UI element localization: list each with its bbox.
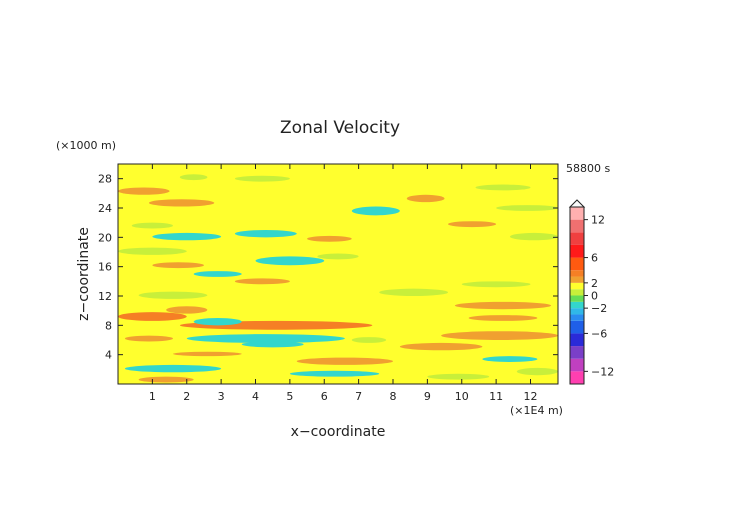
- x-tick-label: 10: [455, 390, 469, 403]
- velocity-feature: [118, 312, 187, 321]
- colorbar-segment: [570, 232, 584, 245]
- colorbar-segment: [570, 282, 584, 290]
- colorbar-tick-label: −6: [591, 327, 607, 340]
- x-tick-label: 3: [218, 390, 225, 403]
- time-label: 58800 s: [566, 162, 610, 175]
- velocity-feature: [516, 367, 558, 376]
- colorbar-segment: [570, 371, 584, 384]
- colorbar-segment: [570, 276, 584, 283]
- chart-title: Zonal Velocity: [280, 118, 400, 138]
- x-tick-label: 4: [252, 390, 259, 403]
- colorbar-segment: [570, 301, 584, 309]
- velocity-feature: [441, 331, 558, 340]
- colorbar-tick-label: 0: [591, 290, 598, 303]
- velocity-feature: [166, 306, 208, 314]
- colorbar-segment: [570, 219, 584, 233]
- colorbar: 12 6 20−2 −6 −12: [568, 199, 614, 385]
- colorbar-segment: [570, 346, 584, 359]
- x-tick-label: 9: [424, 390, 431, 403]
- velocity-feature: [509, 232, 558, 241]
- y-unit-label: (×1000 m): [56, 139, 116, 152]
- x-unit-label: (×1E4 m): [510, 404, 563, 417]
- velocity-feature: [317, 253, 359, 260]
- y-tick-label: 24: [98, 202, 112, 215]
- y-tick-label: 12: [98, 290, 112, 303]
- colorbar-segment: [570, 320, 584, 334]
- velocity-feature: [296, 357, 393, 365]
- velocity-feature: [468, 315, 538, 321]
- y-tick-label: 28: [98, 173, 112, 186]
- velocity-feature: [454, 301, 552, 310]
- x-tick-label: 7: [355, 390, 362, 403]
- colorbar-tick-label: 2: [591, 277, 598, 290]
- colorbar-segment: [570, 314, 584, 321]
- velocity-feature: [307, 235, 352, 242]
- x-tick-label: 12: [524, 390, 538, 403]
- x-tick-label: 11: [489, 390, 503, 403]
- x-tick-label: 1: [149, 390, 156, 403]
- colorbar-segment: [570, 295, 584, 302]
- velocity-feature: [351, 206, 400, 216]
- velocity-feature: [234, 175, 290, 182]
- velocity-feature: [124, 364, 222, 373]
- colorbar-segment: [570, 244, 584, 258]
- colorbar-segment: [570, 207, 584, 220]
- velocity-feature: [193, 271, 242, 277]
- velocity-feature: [118, 187, 170, 195]
- velocity-feature: [351, 337, 387, 343]
- velocity-feature: [131, 222, 173, 229]
- velocity-feature: [475, 184, 531, 191]
- velocity-feature: [448, 221, 497, 228]
- field-background: [118, 164, 558, 384]
- velocity-field: [118, 164, 558, 384]
- velocity-feature: [234, 230, 297, 238]
- colorbar-segment: [570, 270, 584, 277]
- plot-frame: [117, 163, 559, 385]
- x-tick-label: 5: [286, 390, 293, 403]
- colorbar-tick-label: 6: [591, 252, 598, 265]
- colorbar-tick-label: −2: [591, 302, 607, 315]
- velocity-feature: [138, 291, 208, 299]
- y-tick-label: 16: [98, 261, 112, 274]
- velocity-feature: [148, 199, 215, 207]
- velocity-feature: [152, 262, 204, 269]
- x-axis-label: x−coordinate: [291, 424, 386, 440]
- x-tick-label: 6: [321, 390, 328, 403]
- velocity-feature: [186, 334, 345, 343]
- colorbar-segment: [570, 358, 584, 372]
- velocity-feature: [234, 278, 290, 285]
- velocity-feature: [118, 247, 187, 255]
- x-tick-label: 8: [390, 390, 397, 403]
- y-tick-label: 20: [98, 231, 112, 244]
- velocity-feature: [496, 205, 558, 211]
- velocity-feature: [255, 256, 325, 266]
- velocity-feature: [179, 174, 208, 181]
- velocity-feature: [482, 356, 538, 363]
- velocity-feature: [152, 232, 222, 241]
- velocity-feature: [173, 351, 242, 357]
- velocity-feature: [193, 318, 242, 326]
- velocity-feature: [138, 376, 194, 383]
- velocity-feature: [427, 373, 490, 380]
- colorbar-segment: [570, 308, 584, 315]
- velocity-feature: [379, 288, 448, 297]
- velocity-feature: [289, 370, 380, 377]
- colorbar-extend-arrow: [568, 199, 586, 208]
- velocity-feature: [124, 335, 173, 342]
- x-tick-label: 2: [183, 390, 190, 403]
- y-tick-label: 8: [105, 319, 112, 332]
- colorbar-tick-label: 12: [591, 214, 605, 227]
- velocity-feature: [241, 341, 304, 348]
- colorbar-segment: [570, 289, 584, 296]
- colorbar-segment: [570, 333, 584, 347]
- velocity-feature: [406, 194, 445, 203]
- y-tick-label: 4: [105, 349, 112, 362]
- velocity-feature: [461, 281, 531, 288]
- colorbar-tick-label: −12: [591, 365, 614, 378]
- velocity-feature: [399, 342, 483, 351]
- y-axis-label: z−coordinate: [76, 227, 92, 321]
- colorbar-segment: [570, 257, 584, 271]
